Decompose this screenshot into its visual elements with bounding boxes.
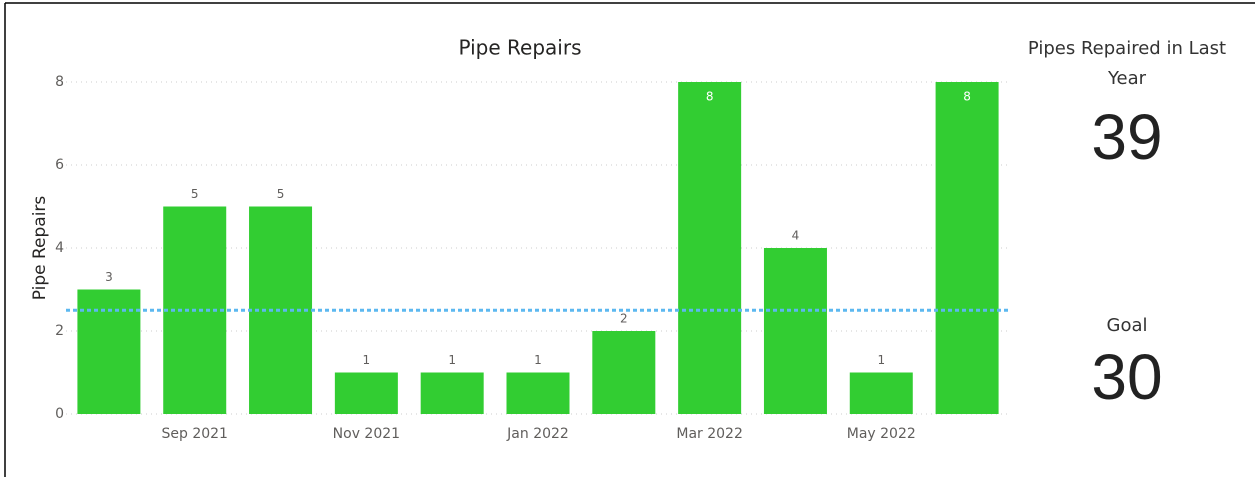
x-tick-label: Mar 2022 bbox=[676, 426, 743, 442]
y-axis-title: Pipe Repairs bbox=[30, 196, 50, 301]
data-label: 5 bbox=[191, 187, 199, 201]
bar bbox=[763, 248, 827, 414]
data-label: 3 bbox=[105, 270, 113, 284]
bar bbox=[935, 82, 999, 414]
data-label: 8 bbox=[706, 90, 714, 104]
data-label: 1 bbox=[363, 353, 371, 367]
bar bbox=[592, 331, 656, 414]
bar bbox=[77, 289, 141, 414]
card-label: Pipes Repaired in Last Year bbox=[1027, 38, 1227, 89]
bar bbox=[506, 372, 570, 414]
y-tick-label: 8 bbox=[55, 74, 64, 90]
card-value: 30 bbox=[1091, 341, 1163, 413]
data-label: 1 bbox=[448, 353, 456, 367]
data-label: 1 bbox=[877, 353, 885, 367]
data-label: 1 bbox=[534, 353, 542, 367]
x-tick-label: Sep 2021 bbox=[161, 426, 227, 442]
bar bbox=[334, 372, 398, 414]
data-label: 5 bbox=[277, 187, 285, 201]
data-label: 2 bbox=[620, 312, 628, 326]
data-label: 4 bbox=[792, 229, 800, 243]
y-tick-label: 6 bbox=[55, 157, 64, 173]
bar bbox=[420, 372, 484, 414]
x-tick-label: Nov 2021 bbox=[333, 426, 400, 442]
x-tick-label: May 2022 bbox=[847, 426, 916, 442]
card-value: 39 bbox=[1091, 101, 1163, 173]
x-tick-label: Jan 2022 bbox=[506, 426, 569, 442]
bar bbox=[678, 82, 742, 414]
y-tick-label: 4 bbox=[55, 240, 64, 256]
data-label: 8 bbox=[963, 90, 971, 104]
y-tick-label: 2 bbox=[55, 323, 64, 339]
card-label: Goal bbox=[1106, 315, 1148, 336]
bar bbox=[849, 372, 913, 414]
y-tick-label: 0 bbox=[55, 406, 64, 422]
chart-title: Pipe Repairs bbox=[459, 36, 582, 60]
bar bbox=[249, 206, 313, 414]
